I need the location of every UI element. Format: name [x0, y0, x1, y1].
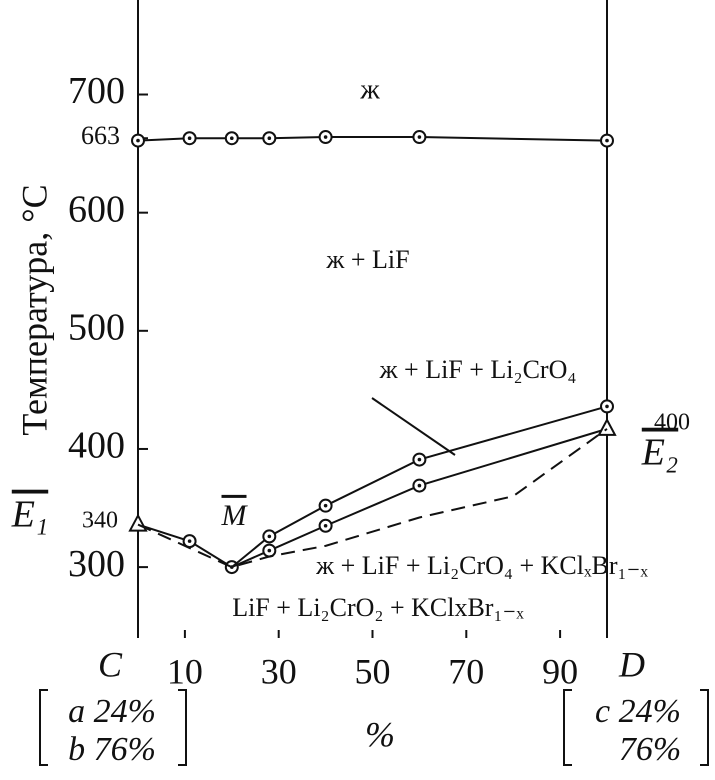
y-tick-label: 400: [68, 425, 125, 467]
y-tick-label: 600: [68, 188, 125, 230]
y-axis-label: Температура, °C: [14, 184, 54, 435]
y-tick-label: 700: [68, 70, 125, 112]
y-tick-label: 663: [81, 121, 120, 150]
brackets: [39, 689, 709, 766]
x-tick-label: 30: [261, 651, 297, 691]
annotation: ж: [359, 74, 380, 105]
annotation: c 24%: [595, 693, 681, 730]
annotation: M: [221, 499, 249, 532]
x-tick-label: 90: [542, 651, 578, 691]
annotation: LiF + Li₂CrO₂ + KClxBr₁₋ₓ: [232, 593, 524, 622]
triangle-point: [597, 417, 617, 436]
y-tick-label: 300: [68, 543, 125, 585]
point-dot: [267, 548, 272, 553]
point-dot: [230, 136, 234, 141]
point-dot: [267, 136, 272, 141]
annotation: ж + LiF + Li₂CrO₄ + KClₓBr₁₋ₓ: [315, 551, 648, 580]
x-tick-label: 70: [448, 651, 484, 691]
annotation: %: [365, 714, 395, 754]
annotation: 340: [82, 508, 118, 534]
point-dot: [417, 135, 422, 139]
point-dot: [187, 539, 192, 543]
point-dot: [323, 135, 328, 139]
point-dot: [323, 523, 328, 528]
triangle-point: [128, 513, 148, 532]
point-dot: [417, 457, 422, 462]
annotation: E₂: [641, 432, 678, 474]
curve: [231, 427, 608, 569]
annotation: ж + LiF + Li₂CrO₄: [379, 355, 577, 384]
annotation: a 24%: [68, 693, 156, 730]
point-dot: [267, 534, 272, 539]
y-tick-label: 500: [68, 307, 125, 349]
point-dot: [605, 138, 609, 143]
point-dot: [136, 138, 140, 143]
curve: [137, 136, 608, 142]
curve: [137, 428, 608, 569]
annotation: 400: [654, 410, 690, 436]
x-tick-label: 10: [167, 651, 203, 691]
point-dot: [187, 136, 192, 141]
annotation: ж + LiF: [325, 245, 409, 274]
point-dot: [323, 503, 328, 508]
annotation: C: [98, 644, 123, 684]
annotation: E₁: [11, 494, 48, 536]
x-tick-label: 50: [355, 651, 391, 691]
point-dot: [605, 404, 609, 409]
annotation: D: [618, 644, 645, 684]
annotation: b 76%: [68, 731, 156, 768]
point-dot: [417, 483, 422, 488]
annotation: 76%: [619, 731, 681, 768]
pointer: [371, 397, 456, 456]
